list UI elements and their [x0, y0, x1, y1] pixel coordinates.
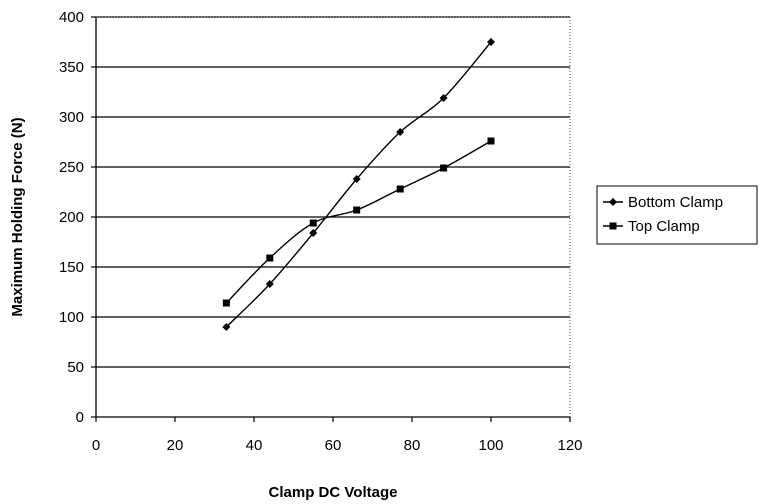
legend-label-bottom-clamp: Bottom Clamp — [628, 194, 723, 211]
x-tick-label-80: 80 — [404, 437, 421, 454]
y-tick-label-250: 250 — [59, 159, 84, 176]
y-tick-label-200: 200 — [59, 209, 84, 226]
x-tick-label-100: 100 — [478, 437, 503, 454]
x-tick-label-0: 0 — [92, 437, 100, 454]
x-tick-label-20: 20 — [167, 437, 184, 454]
series-group — [222, 38, 495, 331]
data-point-bottom-clamp-0 — [222, 323, 231, 331]
legend-marker-top-clamp — [609, 222, 617, 230]
data-point-bottom-clamp-6 — [487, 38, 495, 46]
x-axis-label: Clamp DC Voltage — [269, 484, 398, 501]
y-tick-label-50: 50 — [67, 359, 84, 376]
series-line-bottom-clamp — [225, 41, 492, 328]
legend-label-top-clamp: Top Clamp — [628, 218, 700, 235]
y-tick-label-300: 300 — [59, 109, 84, 126]
x-tick-label-60: 60 — [325, 437, 342, 454]
data-point-bottom-clamp-4 — [396, 128, 405, 136]
series-line-top-clamp — [225, 140, 492, 304]
x-axis-ticks: 0 20 40 60 80 100 120 — [92, 417, 583, 454]
legend-marker-bottom-clamp — [609, 198, 617, 206]
y-tick-label-100: 100 — [59, 309, 84, 326]
y-tick-label-350: 350 — [59, 59, 84, 76]
data-point-top-clamp-4 — [396, 185, 404, 193]
y-axis-ticks: 0 50 100 150 200 250 300 350 400 — [59, 9, 96, 426]
data-point-bottom-clamp-2 — [309, 229, 318, 237]
data-point-top-clamp-3 — [353, 206, 361, 214]
y-tick-label-400: 400 — [59, 9, 84, 26]
data-point-top-clamp-1 — [266, 254, 274, 262]
y-tick-label-150: 150 — [59, 259, 84, 276]
gridlines — [96, 16, 570, 368]
data-point-bottom-clamp-1 — [265, 280, 274, 288]
x-tick-label-40: 40 — [246, 437, 263, 454]
data-point-top-clamp-0 — [222, 299, 230, 307]
legend: Bottom Clamp Top Clamp — [596, 185, 758, 245]
data-point-bottom-clamp-3 — [352, 175, 361, 183]
data-point-top-clamp-6 — [487, 137, 495, 145]
data-point-bottom-clamp-5 — [439, 94, 448, 102]
data-point-top-clamp-5 — [440, 164, 448, 172]
data-point-top-clamp-2 — [309, 219, 317, 227]
y-axis-label: Maximum Holding Force (N) — [9, 117, 26, 316]
legend-box — [596, 185, 758, 245]
y-tick-label-0: 0 — [76, 409, 84, 426]
x-tick-label-120: 120 — [557, 437, 582, 454]
